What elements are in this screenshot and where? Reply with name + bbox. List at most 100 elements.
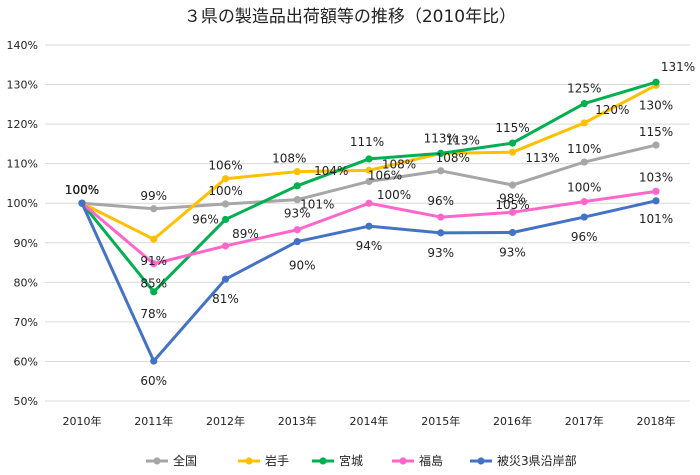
data-label: 106% — [208, 159, 242, 173]
legend-marker — [319, 457, 327, 465]
data-point — [221, 215, 230, 224]
data-point — [508, 148, 517, 156]
data-label: 94% — [356, 239, 383, 253]
data-point — [652, 141, 660, 149]
data-label: 113% — [446, 133, 480, 147]
data-label: 120% — [595, 103, 629, 117]
y-tick-label: 100% — [7, 197, 38, 210]
data-label: 93% — [499, 245, 526, 259]
data-point — [508, 228, 517, 237]
data-label: 108% — [272, 152, 306, 166]
x-tick-label: 2016年 — [493, 414, 532, 428]
data-point — [365, 166, 373, 174]
legend-marker — [245, 457, 253, 465]
y-tick-label: 130% — [7, 79, 38, 92]
y-tick-label: 70% — [14, 316, 38, 329]
data-label: 115% — [639, 125, 673, 139]
data-label: 100% — [377, 188, 411, 202]
x-axis-ticks: 2010年 2011年 2012年 2013年 2014年 2015年 2016年 2017年… — [63, 414, 676, 428]
data-label: 100% — [567, 181, 601, 195]
data-point — [580, 99, 588, 108]
data-label: 60% — [140, 374, 167, 388]
data-point — [580, 198, 588, 206]
legend-marker — [477, 457, 485, 465]
data-point — [580, 158, 588, 166]
data-point — [293, 237, 301, 246]
data-point — [150, 288, 158, 296]
data-label: 105% — [495, 198, 529, 212]
data-point — [78, 199, 86, 207]
x-tick-label: 2018年 — [637, 414, 676, 428]
x-tick-label: 2015年 — [421, 414, 460, 428]
data-label: 96% — [192, 212, 219, 226]
x-tick-label: 2011年 — [134, 414, 173, 428]
data-point — [150, 260, 158, 268]
legend-label: 全国 — [173, 453, 197, 468]
data-label: 99% — [140, 189, 167, 203]
data-point — [221, 242, 230, 250]
data-label: 101% — [639, 212, 673, 226]
data-label: 100% — [65, 183, 99, 197]
data-label: 108% — [382, 157, 416, 171]
data-label: 125% — [567, 82, 601, 96]
legend-label: 福島 — [419, 453, 443, 468]
x-tick-label: 2010年 — [63, 414, 102, 428]
data-point — [580, 213, 588, 221]
data-point — [437, 167, 445, 175]
data-label: 93% — [427, 246, 454, 260]
data-point — [365, 177, 373, 186]
y-tick-label: 50% — [14, 395, 38, 408]
data-label: 131% — [661, 60, 695, 74]
data-point — [293, 196, 301, 204]
legend: 全国 岩手 宮城 福島 被災3県沿岸部 — [146, 453, 577, 468]
legend-marker — [399, 457, 407, 465]
data-point — [508, 139, 517, 147]
data-point — [652, 78, 660, 86]
x-tick-label: 2014年 — [350, 414, 389, 428]
y-tick-label: 110% — [7, 158, 38, 171]
data-label: 103% — [639, 170, 673, 184]
data-point — [365, 222, 373, 230]
data-label: 85% — [140, 277, 167, 291]
data-point — [150, 357, 158, 365]
y-tick-label: 90% — [14, 237, 38, 250]
data-label: 100% — [65, 183, 99, 197]
y-tick-label: 140% — [7, 39, 38, 52]
data-label: 78% — [140, 307, 167, 321]
data-label: 100% — [65, 183, 99, 197]
data-point — [652, 187, 660, 195]
series-layer — [78, 78, 660, 365]
data-label: 100% — [65, 183, 99, 197]
data-point — [652, 197, 660, 205]
legend-label: 岩手 — [265, 453, 289, 468]
y-tick-label: 80% — [14, 276, 38, 289]
data-point — [293, 226, 301, 234]
y-tick-label: 60% — [14, 355, 38, 368]
data-point — [293, 167, 301, 176]
data-label: 101% — [300, 198, 334, 212]
data-point — [580, 119, 588, 127]
data-point — [221, 200, 230, 208]
data-label: 111% — [350, 135, 384, 149]
data-point — [365, 199, 373, 207]
data-label: 98% — [499, 191, 526, 205]
chart-title: ３県の製造品出荷額等の推移（2010年比） — [184, 7, 516, 27]
data-label: 104% — [314, 164, 348, 178]
data-label: 115% — [495, 121, 529, 135]
data-point — [293, 182, 301, 190]
data-labels: 100% 99% 100%101%106%108%105%110%115%100%9… — [65, 60, 695, 388]
y-axis-ticks: 50% 60% 70% 80% 90% 100% 110% 120% 130% 140% — [7, 39, 38, 408]
x-tick-label: 2013年 — [278, 414, 317, 428]
data-label: 100% — [208, 184, 242, 198]
data-point — [365, 155, 373, 163]
data-label: 110% — [567, 142, 601, 156]
data-point — [437, 229, 445, 237]
data-label: 90% — [289, 259, 316, 273]
data-label: 106% — [368, 168, 402, 182]
data-label: 108% — [436, 151, 470, 165]
data-label: 113% — [525, 151, 559, 165]
data-label: 130% — [639, 98, 673, 112]
legend-marker — [153, 457, 161, 465]
